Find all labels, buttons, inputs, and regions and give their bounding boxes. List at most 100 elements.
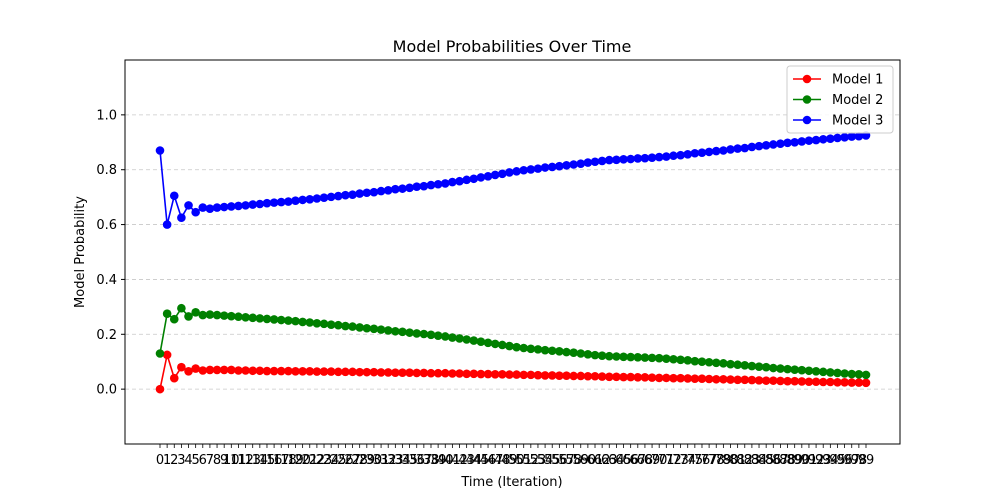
- x-tick-label: 18: [280, 453, 297, 468]
- data-point: [191, 364, 200, 373]
- data-point: [747, 142, 757, 152]
- data-point: [341, 367, 350, 377]
- data-point: [462, 369, 471, 379]
- x-tick-label: 34: [394, 453, 411, 468]
- data-point: [633, 353, 643, 362]
- data-point: [662, 354, 671, 364]
- data-point: [433, 368, 443, 378]
- data-point: [555, 161, 564, 171]
- data-point: [455, 334, 464, 343]
- legend-item: Model 1: [793, 73, 883, 88]
- data-point: [426, 330, 436, 340]
- x-tick-label: 57: [558, 453, 575, 468]
- data-point: [284, 197, 293, 206]
- data-point: [583, 350, 593, 359]
- x-tick-label: 36: [408, 453, 425, 468]
- x-tick-label: 46: [480, 453, 497, 468]
- data-point: [155, 384, 165, 394]
- data-point: [212, 310, 222, 320]
- legend-marker: [802, 74, 812, 84]
- data-point: [733, 144, 742, 153]
- x-tick-label: 45: [473, 453, 490, 468]
- x-tick-label: 68: [637, 453, 654, 468]
- x-tick-label: 41: [444, 453, 461, 468]
- data-point: [198, 203, 208, 212]
- data-point: [811, 377, 821, 387]
- data-point: [291, 196, 300, 206]
- data-point: [704, 147, 714, 157]
- data-point: [455, 369, 464, 378]
- data-point: [490, 339, 500, 349]
- data-point: [647, 153, 657, 162]
- data-point: [697, 148, 707, 158]
- x-tick-label: 52: [523, 453, 540, 468]
- legend-item: Model 2: [793, 93, 883, 108]
- x-tick-label: 61: [587, 453, 604, 468]
- x-tick-label: 77: [701, 453, 718, 468]
- data-point: [276, 366, 286, 376]
- data-point: [362, 367, 372, 377]
- data-point: [476, 173, 486, 182]
- data-point: [155, 146, 165, 155]
- x-tick-label: 82: [736, 453, 753, 468]
- data-point: [526, 165, 536, 174]
- data-point: [291, 367, 300, 376]
- data-point: [790, 365, 799, 374]
- data-point: [255, 199, 265, 209]
- x-tick-label: 16: [266, 453, 283, 468]
- legend-marker: [802, 95, 812, 104]
- x-tick-label: 53: [530, 453, 547, 468]
- data-point: [590, 371, 600, 381]
- data-point: [184, 312, 193, 321]
- data-point: [740, 360, 750, 370]
- x-tick-label: 1: [163, 453, 171, 468]
- data-point: [426, 180, 436, 190]
- data-point: [768, 140, 778, 149]
- data-point: [626, 154, 635, 164]
- data-point: [555, 346, 564, 356]
- data-point: [576, 159, 586, 168]
- series-1: [155, 350, 871, 394]
- data-point: [319, 319, 329, 329]
- data-point: [633, 373, 643, 382]
- data-point: [526, 344, 536, 354]
- data-point: [505, 370, 514, 379]
- data-point: [669, 373, 678, 383]
- x-tick-label: 91: [801, 453, 818, 468]
- data-point: [576, 349, 586, 358]
- data-point: [440, 332, 450, 341]
- data-point: [362, 323, 372, 333]
- data-point: [462, 335, 471, 344]
- data-point: [676, 150, 685, 160]
- x-tick-label: 64: [608, 453, 625, 468]
- data-point: [740, 143, 750, 153]
- data-point: [640, 373, 650, 382]
- data-point: [840, 133, 849, 142]
- x-tick-label: 97: [843, 453, 860, 468]
- data-point: [740, 375, 750, 385]
- y-tick-label: 1.0: [96, 108, 117, 123]
- data-point: [305, 367, 315, 376]
- data-point: [669, 354, 678, 364]
- x-tick-label: 85: [758, 453, 775, 468]
- x-tick-label: 29: [359, 453, 376, 468]
- data-point: [647, 373, 657, 382]
- legend: Model 1 Model 2 Model 3: [786, 65, 894, 134]
- y-axis-label: Model Probability: [73, 196, 88, 308]
- x-tick-label: 42: [451, 453, 468, 468]
- data-point: [426, 368, 436, 378]
- x-tick-label: 13: [244, 453, 261, 468]
- data-point: [269, 198, 279, 207]
- data-point: [690, 356, 700, 366]
- data-point: [469, 369, 479, 379]
- data-point: [312, 319, 322, 328]
- data-point: [498, 169, 507, 179]
- x-tick-label: 78: [708, 453, 725, 468]
- data-point: [847, 378, 857, 387]
- x-tick-label: 50: [508, 453, 525, 468]
- data-point: [448, 369, 457, 378]
- data-point: [797, 365, 807, 375]
- series-2: [155, 303, 871, 380]
- x-tick-label: 69: [644, 453, 661, 468]
- data-point: [262, 314, 272, 324]
